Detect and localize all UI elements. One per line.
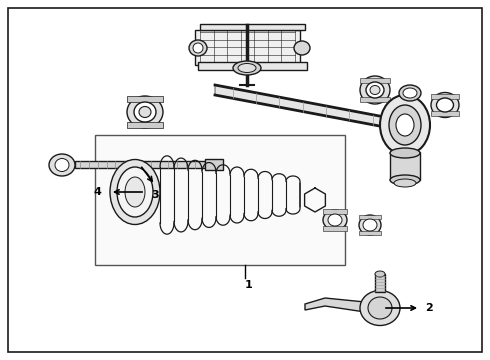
Ellipse shape xyxy=(328,214,342,226)
Ellipse shape xyxy=(394,179,416,187)
Ellipse shape xyxy=(238,63,256,72)
Ellipse shape xyxy=(399,85,421,101)
Bar xyxy=(323,226,347,231)
Ellipse shape xyxy=(390,175,420,185)
Polygon shape xyxy=(215,85,390,128)
Polygon shape xyxy=(305,298,365,312)
Ellipse shape xyxy=(431,93,459,117)
Bar xyxy=(360,97,390,102)
Bar xyxy=(431,111,459,116)
Ellipse shape xyxy=(323,210,347,230)
Bar xyxy=(390,152,420,180)
Ellipse shape xyxy=(390,148,420,158)
Bar xyxy=(359,231,381,235)
Ellipse shape xyxy=(294,41,310,55)
Bar xyxy=(127,122,163,128)
Ellipse shape xyxy=(110,159,160,225)
Ellipse shape xyxy=(117,167,153,217)
Ellipse shape xyxy=(127,96,163,128)
Ellipse shape xyxy=(437,98,454,112)
Bar xyxy=(95,135,345,265)
Bar xyxy=(375,274,385,292)
Text: 4: 4 xyxy=(93,187,101,197)
Ellipse shape xyxy=(403,88,417,98)
Bar xyxy=(200,24,305,30)
Ellipse shape xyxy=(55,158,69,171)
Bar xyxy=(360,78,390,83)
Ellipse shape xyxy=(368,297,392,319)
Ellipse shape xyxy=(233,61,261,75)
Bar xyxy=(198,62,307,70)
Ellipse shape xyxy=(363,219,377,231)
Ellipse shape xyxy=(359,215,381,235)
Text: 3: 3 xyxy=(151,190,159,200)
Ellipse shape xyxy=(139,107,151,117)
Ellipse shape xyxy=(360,76,390,104)
Ellipse shape xyxy=(193,43,203,53)
Bar xyxy=(127,96,163,102)
Bar xyxy=(195,30,300,65)
Bar xyxy=(431,94,459,99)
Ellipse shape xyxy=(389,105,421,145)
Ellipse shape xyxy=(396,114,414,136)
Ellipse shape xyxy=(375,271,385,277)
Bar xyxy=(359,215,381,219)
Text: 2: 2 xyxy=(425,303,433,313)
Bar xyxy=(205,159,223,170)
Ellipse shape xyxy=(134,102,156,122)
Ellipse shape xyxy=(380,95,430,155)
Bar xyxy=(75,161,205,168)
Ellipse shape xyxy=(49,154,75,176)
Ellipse shape xyxy=(360,291,400,325)
Ellipse shape xyxy=(125,177,145,207)
Text: 1: 1 xyxy=(245,280,253,290)
Ellipse shape xyxy=(366,82,384,98)
Ellipse shape xyxy=(189,40,207,56)
Bar xyxy=(323,209,347,214)
Ellipse shape xyxy=(370,86,380,95)
